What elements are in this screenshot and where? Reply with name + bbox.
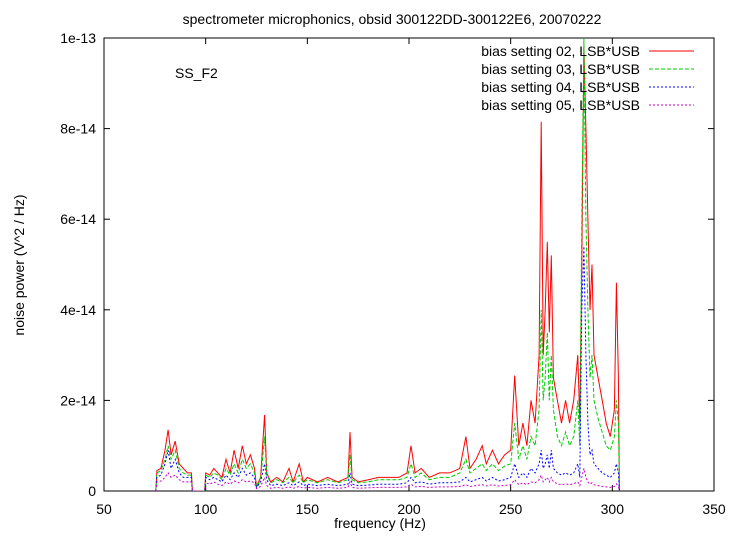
y-tick-label: 6e-14: [60, 211, 96, 227]
legend-label-1: bias setting 02, LSB*USB: [481, 43, 640, 59]
x-tick-label: 350: [702, 501, 726, 517]
series-line-2: [155, 38, 620, 491]
chart-title: spectrometer microphonics, obsid 300122D…: [183, 11, 602, 27]
legend-label-4: bias setting 05, LSB*USB: [481, 97, 640, 113]
legend-label-2: bias setting 03, LSB*USB: [481, 61, 640, 77]
y-tick-label: 4e-14: [60, 302, 96, 318]
x-tick-label: 50: [96, 501, 112, 517]
y-tick-label: 1e-13: [60, 30, 96, 46]
x-tick-label: 250: [499, 501, 523, 517]
y-tick-label: 2e-14: [60, 392, 96, 408]
x-tick-label: 150: [296, 501, 320, 517]
series-line-1: [155, 47, 620, 491]
legend: bias setting 02, LSB*USB bias setting 03,…: [481, 43, 694, 113]
x-axis-label: frequency (Hz): [334, 515, 426, 531]
y-axis-label: noise power (V^2 / Hz): [11, 194, 27, 335]
x-tick-label: 200: [397, 501, 421, 517]
x-tick-label: 100: [194, 501, 218, 517]
x-axis: 50 100 150 200 250 300 350: [96, 38, 726, 517]
plot-annotation: SS_F2: [175, 65, 218, 81]
legend-label-3: bias setting 04, LSB*USB: [481, 79, 640, 95]
series-line-3: [155, 246, 620, 491]
y-tick-label: 8e-14: [60, 121, 96, 137]
x-tick-label: 300: [601, 501, 625, 517]
series-line-4: [155, 468, 620, 491]
y-tick-label: 0: [88, 483, 96, 499]
series-layer: [155, 38, 620, 491]
y-axis: 0 2e-14 4e-14 6e-14 8e-14 1e-13: [60, 30, 714, 499]
